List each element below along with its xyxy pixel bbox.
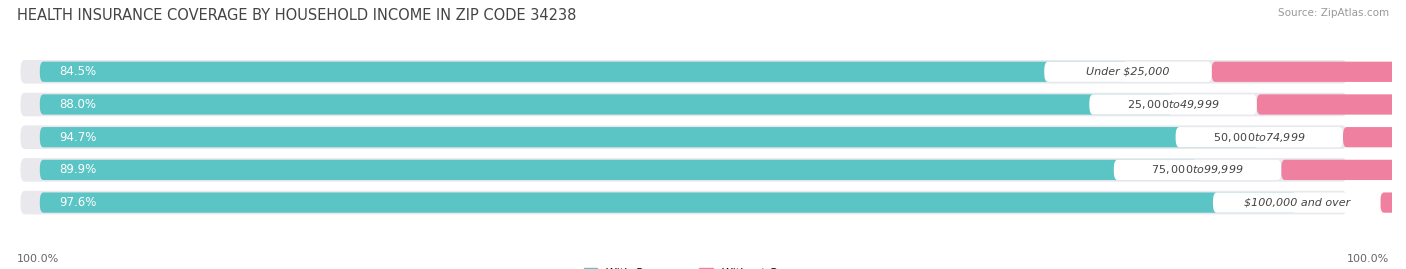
FancyBboxPatch shape <box>1343 127 1406 147</box>
FancyBboxPatch shape <box>21 125 1347 149</box>
Text: $25,000 to $49,999: $25,000 to $49,999 <box>1126 98 1219 111</box>
FancyBboxPatch shape <box>1381 192 1406 213</box>
Text: Under $25,000: Under $25,000 <box>1087 67 1170 77</box>
Text: 94.7%: 94.7% <box>59 131 97 144</box>
FancyBboxPatch shape <box>1212 62 1406 82</box>
FancyBboxPatch shape <box>1213 192 1381 213</box>
FancyBboxPatch shape <box>39 127 1260 147</box>
FancyBboxPatch shape <box>21 158 1347 182</box>
FancyBboxPatch shape <box>39 94 1173 115</box>
Text: 100.0%: 100.0% <box>1347 254 1389 264</box>
Text: Source: ZipAtlas.com: Source: ZipAtlas.com <box>1278 8 1389 18</box>
FancyBboxPatch shape <box>39 62 1128 82</box>
FancyBboxPatch shape <box>1114 160 1281 180</box>
Text: $100,000 and over: $100,000 and over <box>1243 198 1350 208</box>
Text: 97.6%: 97.6% <box>59 196 97 209</box>
Text: 84.5%: 84.5% <box>59 65 96 78</box>
FancyBboxPatch shape <box>1045 62 1212 82</box>
FancyBboxPatch shape <box>39 192 1296 213</box>
Text: $75,000 to $99,999: $75,000 to $99,999 <box>1152 163 1244 176</box>
Text: 100.0%: 100.0% <box>17 254 59 264</box>
FancyBboxPatch shape <box>21 191 1347 214</box>
FancyBboxPatch shape <box>21 60 1347 84</box>
FancyBboxPatch shape <box>1257 94 1406 115</box>
Text: $50,000 to $74,999: $50,000 to $74,999 <box>1213 131 1306 144</box>
Text: 89.9%: 89.9% <box>59 163 97 176</box>
FancyBboxPatch shape <box>1090 94 1257 115</box>
FancyBboxPatch shape <box>1281 160 1406 180</box>
FancyBboxPatch shape <box>1175 127 1343 147</box>
Text: HEALTH INSURANCE COVERAGE BY HOUSEHOLD INCOME IN ZIP CODE 34238: HEALTH INSURANCE COVERAGE BY HOUSEHOLD I… <box>17 8 576 23</box>
FancyBboxPatch shape <box>39 160 1198 180</box>
Legend: With Coverage, Without Coverage: With Coverage, Without Coverage <box>583 268 823 269</box>
Text: 88.0%: 88.0% <box>59 98 96 111</box>
FancyBboxPatch shape <box>21 93 1347 116</box>
